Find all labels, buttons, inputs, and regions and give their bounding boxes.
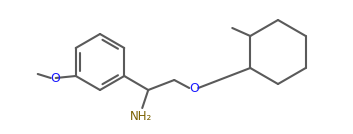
Text: NH₂: NH₂ [130, 109, 152, 122]
Text: O: O [50, 72, 60, 85]
Text: O: O [189, 81, 199, 94]
